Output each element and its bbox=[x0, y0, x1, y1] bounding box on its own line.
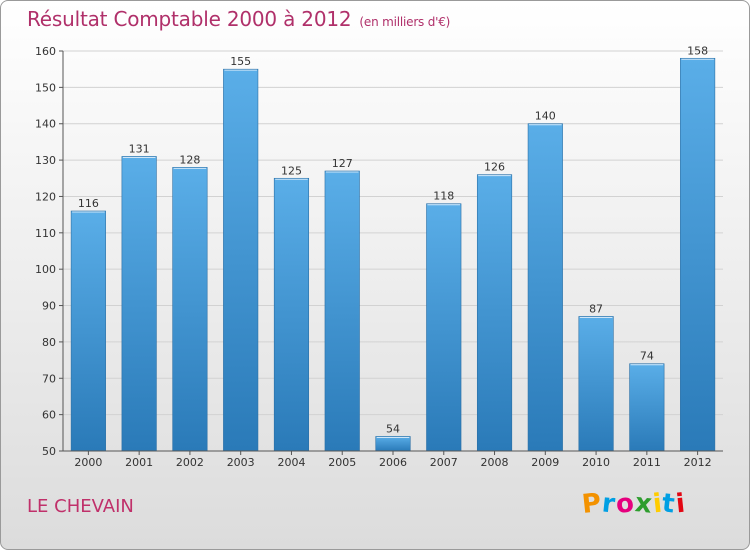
bar bbox=[578, 316, 614, 452]
proxiti-logo: Proxiti bbox=[580, 488, 688, 520]
bar-value-label: 125 bbox=[281, 164, 302, 177]
y-tick-label: 70 bbox=[42, 372, 56, 385]
y-tick-label: 50 bbox=[42, 445, 56, 458]
bar bbox=[324, 170, 360, 452]
bar bbox=[273, 177, 310, 452]
bar-value-label: 128 bbox=[179, 153, 200, 166]
x-tick-label: 2011 bbox=[633, 456, 661, 469]
bar-value-label: 127 bbox=[332, 157, 353, 170]
bar-value-label: 140 bbox=[535, 110, 556, 123]
bar-value-label: 155 bbox=[230, 55, 251, 68]
bar bbox=[680, 57, 716, 452]
bar bbox=[70, 210, 106, 452]
logo-letter: i bbox=[674, 488, 688, 520]
y-tick-label: 100 bbox=[35, 263, 56, 276]
bar bbox=[375, 436, 411, 452]
x-tick-label: 2002 bbox=[176, 456, 204, 469]
y-tick-label: 160 bbox=[35, 45, 56, 58]
bar bbox=[223, 68, 259, 452]
y-tick-label: 140 bbox=[35, 118, 56, 131]
y-tick-label: 120 bbox=[35, 190, 56, 203]
x-tick-label: 2012 bbox=[684, 456, 712, 469]
bar bbox=[121, 156, 157, 452]
x-tick-label: 2006 bbox=[379, 456, 407, 469]
bar-value-label: 87 bbox=[589, 302, 603, 315]
bar bbox=[629, 363, 665, 452]
bar bbox=[426, 203, 462, 452]
chart-title-text: Résultat Comptable 2000 à 2012 bbox=[27, 7, 352, 31]
y-tick-label: 80 bbox=[42, 336, 56, 349]
x-tick-label: 2009 bbox=[531, 456, 559, 469]
y-tick-label: 90 bbox=[42, 300, 56, 313]
chart-subtitle: (en milliers d'€) bbox=[359, 15, 451, 29]
x-tick-label: 2007 bbox=[430, 456, 458, 469]
x-tick-label: 2001 bbox=[125, 456, 153, 469]
bar bbox=[476, 174, 513, 452]
bars: 116 131 128 155 125 127 54 118 126 140 87 74 158 bbox=[70, 44, 716, 452]
x-axis: 2000 2001 2002 2003 2004 2005 2006 2007 2008 2009… bbox=[63, 450, 723, 469]
chart-title: Résultat Comptable 2000 à 2012 (en millie… bbox=[27, 7, 450, 31]
x-tick-label: 2010 bbox=[582, 456, 610, 469]
bar bbox=[172, 167, 208, 452]
y-tick-label: 150 bbox=[35, 81, 56, 94]
y-tick-label: 60 bbox=[42, 409, 56, 422]
x-tick-label: 2008 bbox=[481, 456, 509, 469]
bar-value-label: 116 bbox=[78, 197, 99, 210]
x-tick-label: 2003 bbox=[227, 456, 255, 469]
x-tick-label: 2005 bbox=[328, 456, 356, 469]
grid-lines bbox=[63, 50, 723, 452]
bar-value-label: 54 bbox=[386, 422, 400, 435]
bar-value-label: 158 bbox=[687, 44, 708, 57]
x-tick-label: 2004 bbox=[277, 456, 305, 469]
y-tick-label: 130 bbox=[35, 154, 56, 167]
y-axis: 50 60 70 80 90 100 110 120 130 140 150 160 bbox=[35, 45, 64, 458]
y-tick-label: 110 bbox=[35, 227, 56, 240]
bar-value-label: 131 bbox=[129, 142, 150, 155]
bar-value-label: 126 bbox=[484, 161, 505, 174]
x-tick-label: 2000 bbox=[74, 456, 102, 469]
bar bbox=[527, 123, 563, 452]
commune-name: LE CHEVAIN bbox=[27, 496, 134, 517]
bar-value-label: 118 bbox=[433, 190, 454, 203]
bar-value-label: 74 bbox=[640, 350, 654, 363]
